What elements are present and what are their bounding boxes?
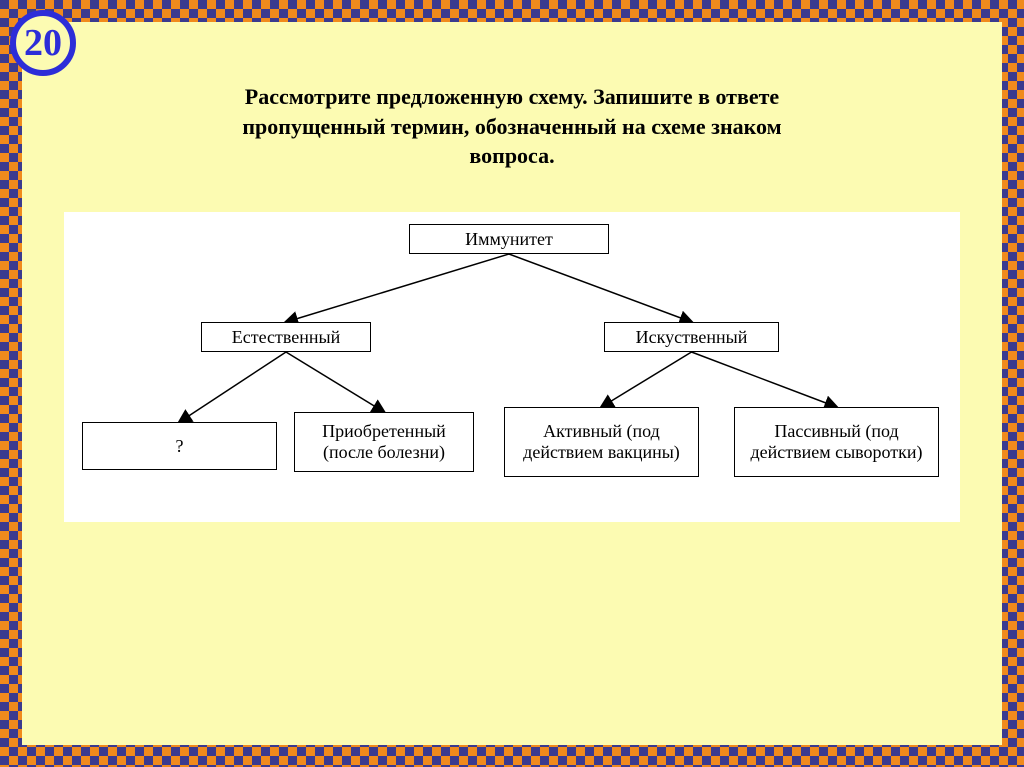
node-active: Активный (под действием вакцины)	[504, 407, 699, 477]
node-passive: Пассивный (под действием сыворотки)	[734, 407, 939, 477]
slide-background: 20 Рассмотрите предложенную схему. Запиш…	[22, 22, 1002, 745]
question-number-badge: 20	[10, 10, 76, 76]
node-nat: Естественный	[201, 322, 371, 352]
slide-border-pattern: 20 Рассмотрите предложенную схему. Запиш…	[0, 0, 1024, 767]
node-root: Иммунитет	[409, 224, 609, 254]
prompt-line-3: вопроса.	[102, 141, 922, 171]
node-acq: Приобретенный (после болезни)	[294, 412, 474, 472]
prompt-line-1: Рассмотрите предложенную схему. Запишите…	[102, 82, 922, 112]
diagram-area: Иммунитет Естественный Искуственный? Приобр…	[64, 212, 960, 522]
prompt-text: Рассмотрите предложенную схему. Запишите…	[22, 82, 1002, 171]
question-number: 20	[24, 21, 62, 65]
node-q: ?	[82, 422, 277, 470]
node-art: Искуственный	[604, 322, 779, 352]
prompt-line-2: пропущенный термин, обозначенный на схем…	[102, 112, 922, 142]
